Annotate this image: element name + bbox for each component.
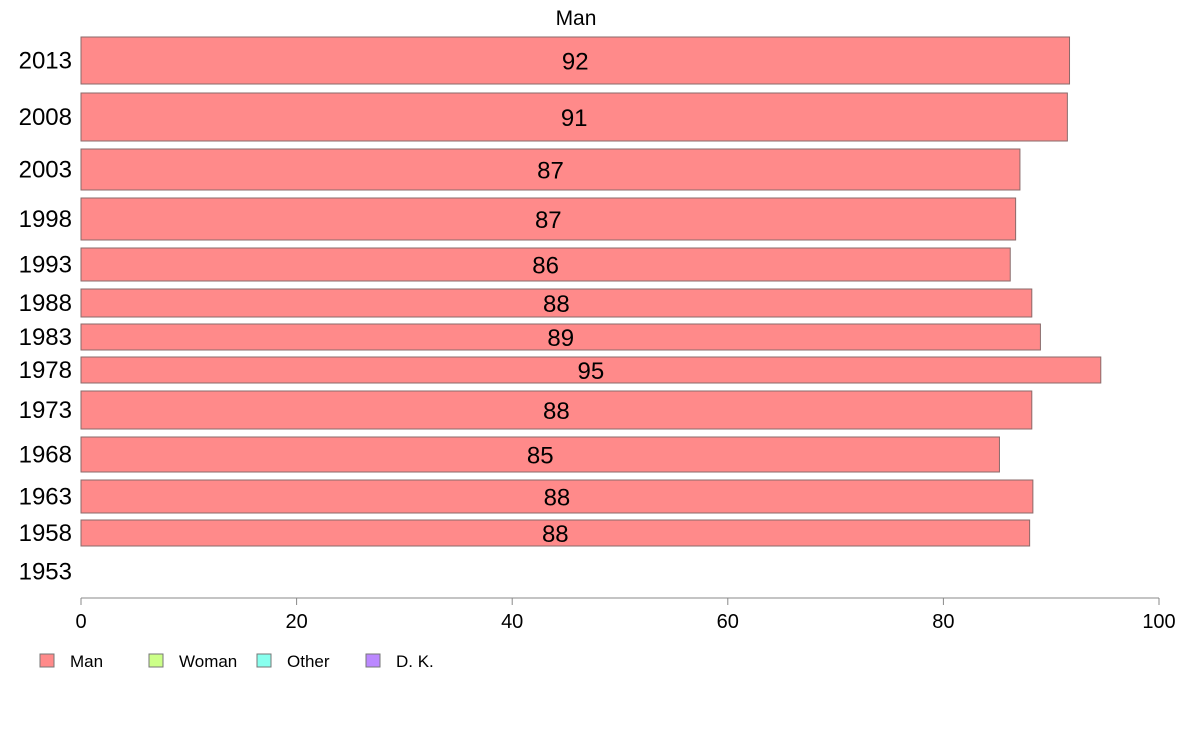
y-tick-label: 1963 [19,484,72,511]
data-label-2013: 92 [562,49,589,76]
legend-swatch [256,653,272,668]
bar-1968 [80,436,1000,473]
y-axis: 2013 2008 2003 1998 1993 1988 1983 1978 1973 1968… [19,48,72,586]
legend-label: Woman [179,652,237,671]
x-tick-label: 100 [1142,611,1175,633]
legend-label: Other [287,652,330,671]
legend-label: Man [70,652,103,671]
x-tick-label: 80 [932,611,954,633]
data-label-2003: 87 [537,158,564,185]
x-axis: 0 20 40 60 80 100 [75,597,1176,633]
y-tick-label: 1988 [19,290,72,317]
legend-swatch [365,653,381,668]
y-tick-label: 1993 [19,252,72,279]
bar-1983 [80,323,1041,351]
data-label-1963: 88 [544,485,571,512]
data-label-1988: 88 [543,291,570,318]
bars-layer [80,36,1102,547]
data-label-1968: 85 [527,443,554,470]
x-tick-label: 20 [285,611,307,633]
bar-1963 [80,479,1034,514]
y-tick-label: 2013 [19,48,72,75]
data-label-1958: 88 [542,521,569,548]
data-label-1993: 86 [532,253,559,280]
data-label-1978: 95 [578,358,605,385]
y-tick-label: 1953 [19,559,72,586]
legend: Man Woman Other D. K. [39,652,434,671]
y-tick-label: 1983 [19,324,72,351]
legend-swatch [39,653,55,668]
bar-2008 [80,92,1068,142]
data-label-1983: 89 [547,325,574,352]
legend-label: D. K. [396,652,434,671]
bar-1988 [80,288,1033,318]
chart-title: Man [556,7,597,30]
y-tick-label: 1978 [19,357,72,384]
bar-1978 [80,356,1102,384]
x-tick-label: 60 [717,611,739,633]
data-label-2008: 91 [561,105,588,132]
y-tick-label: 1968 [19,442,72,469]
x-tick-label: 0 [75,611,86,633]
bar-2013 [80,36,1071,85]
bar-1998 [80,197,1017,241]
data-label-1998: 87 [535,207,562,234]
y-tick-label: 1958 [19,520,72,547]
bar-2003 [80,148,1021,191]
y-tick-label: 2008 [19,104,72,131]
y-tick-label: 1973 [19,397,72,424]
bar-1958 [80,519,1031,547]
y-tick-label: 2003 [19,157,72,184]
bar-1973 [80,390,1033,430]
x-tick-label: 40 [501,611,523,633]
legend-swatch [148,653,164,668]
bar-1993 [80,247,1011,282]
data-label-1973: 88 [543,398,570,425]
y-tick-label: 1998 [19,206,72,233]
